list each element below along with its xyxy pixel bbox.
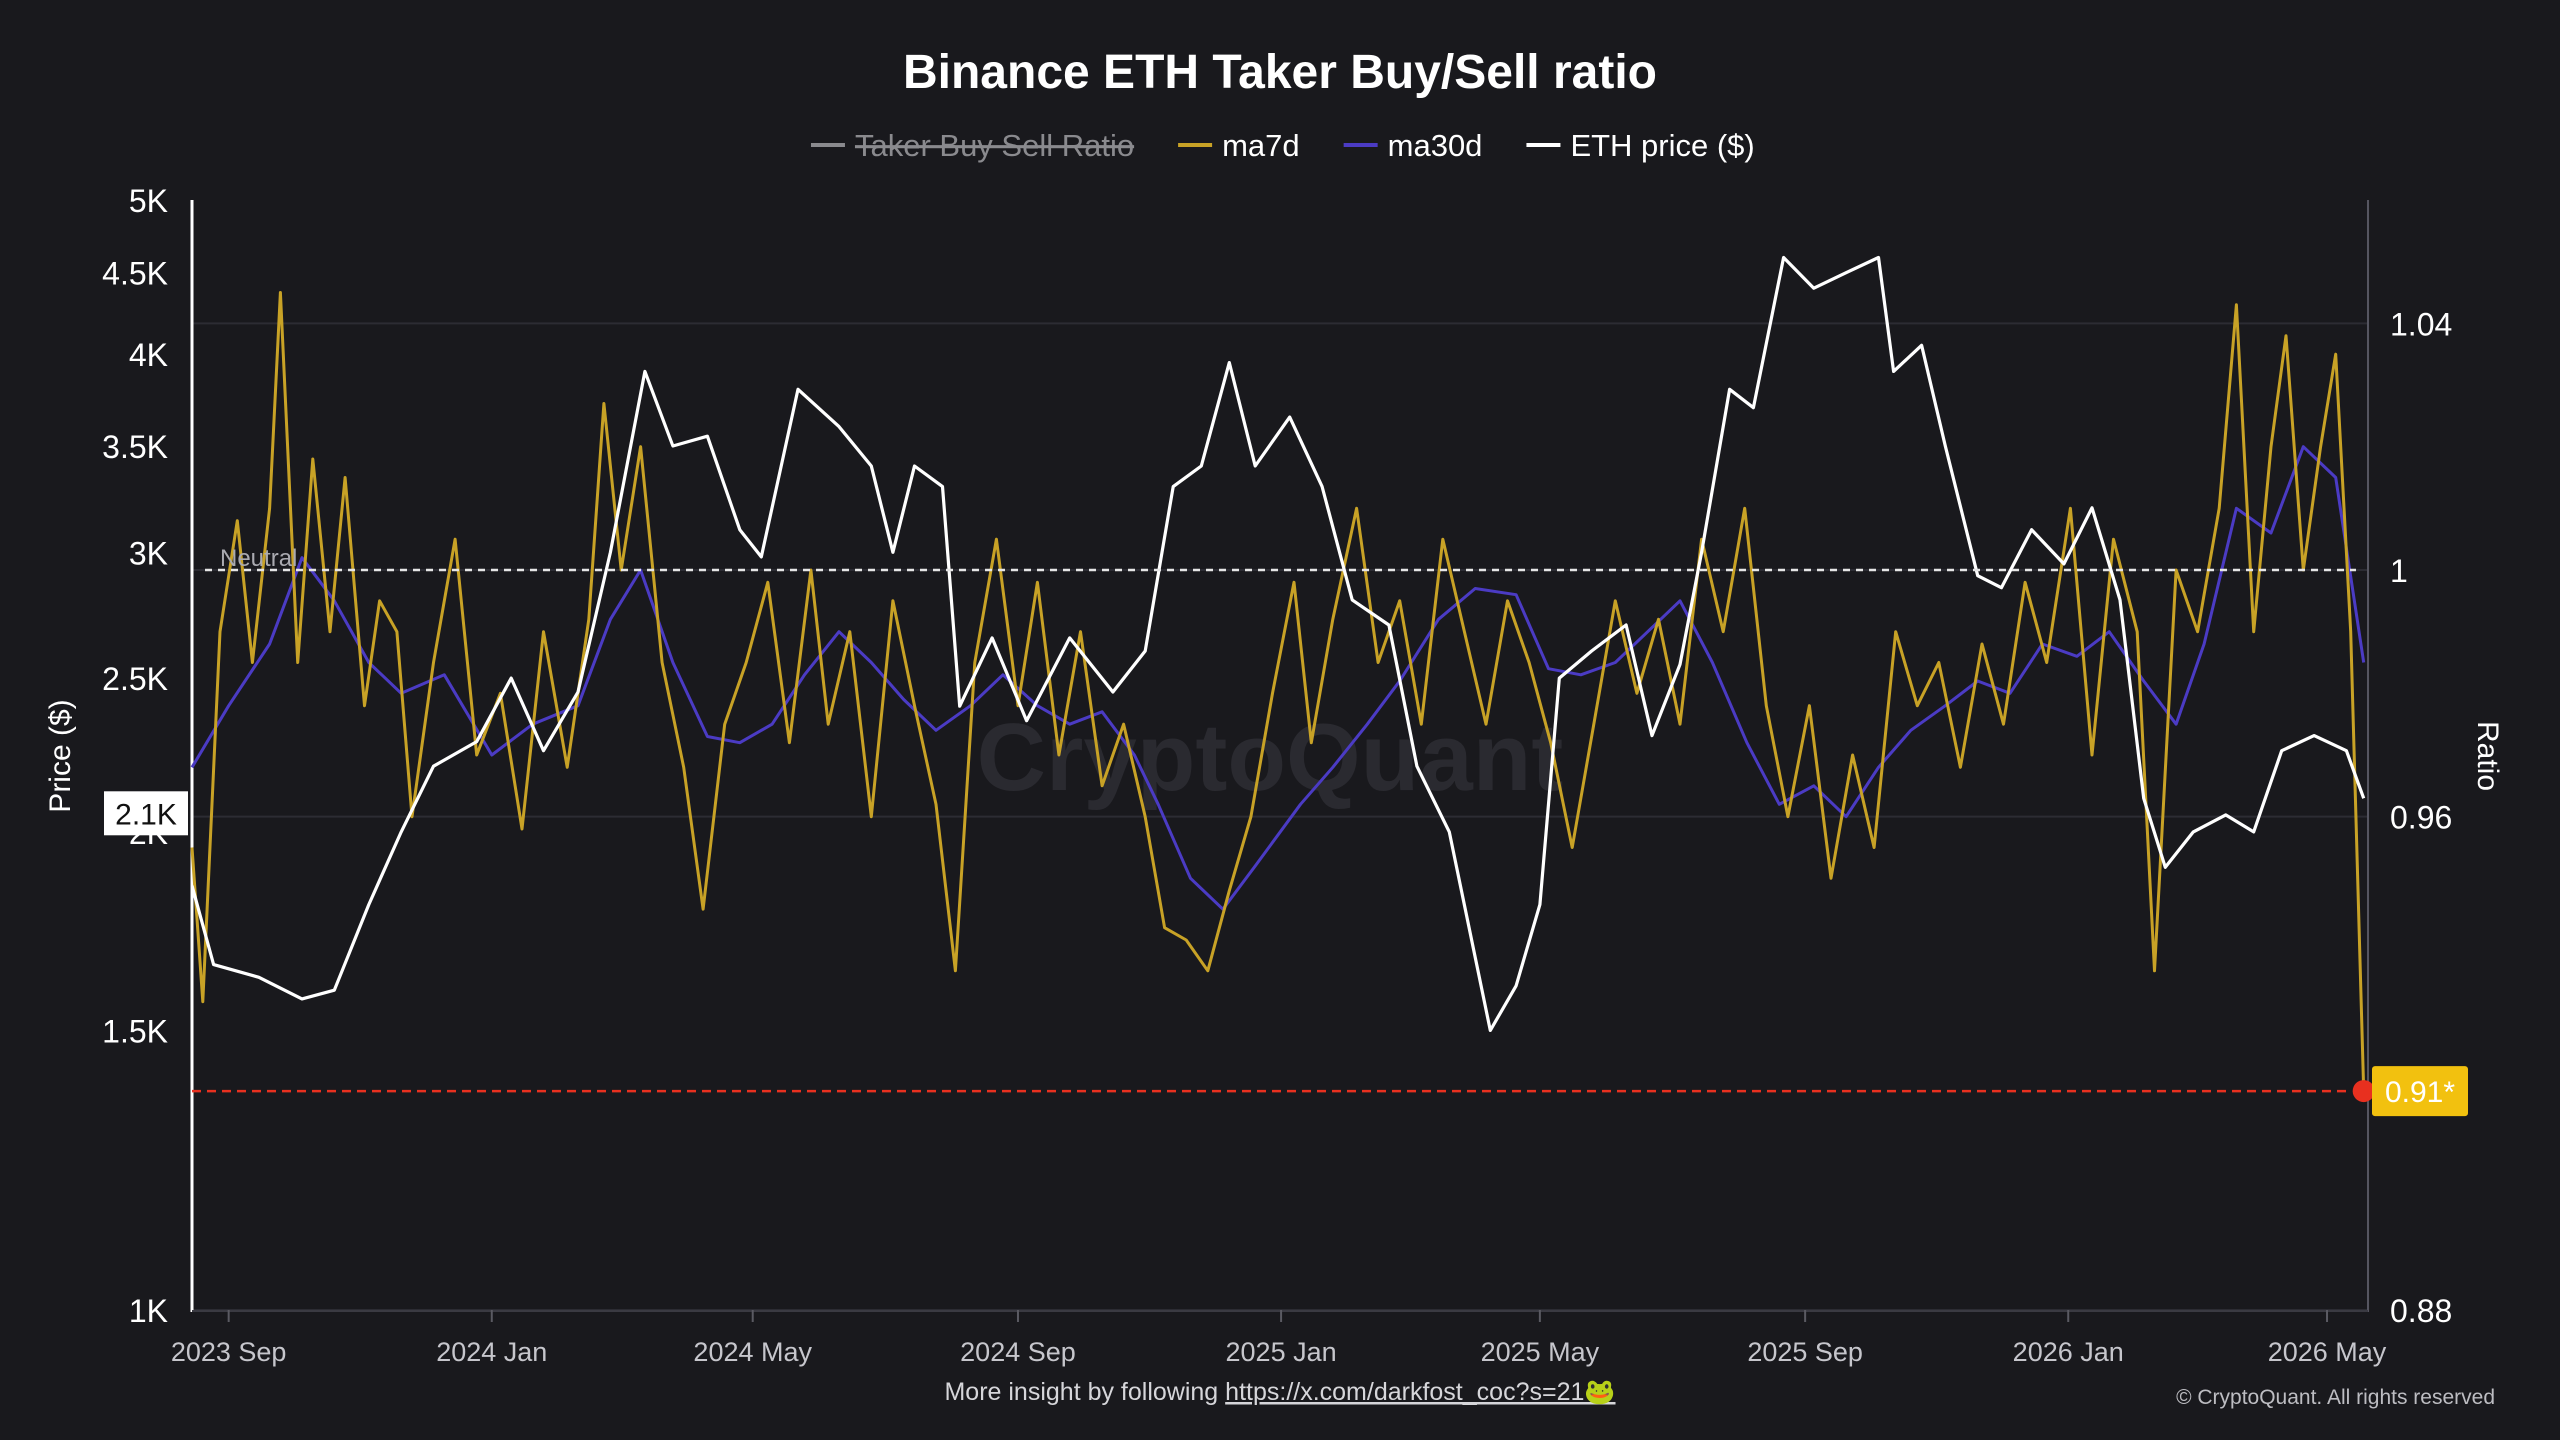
current-ratio-dot: [2352, 1080, 2375, 1103]
series-line-ma7d: [190, 291, 2366, 1092]
copyright: © CryptoQuant. All rights reserved: [2176, 1386, 2495, 1409]
legend: Taker Buy Sell Ratio ma7d ma30d ETH price (…: [810, 128, 1755, 163]
plot-area: [190, 255, 2366, 1092]
right-tick-label: 1.04: [2390, 306, 2452, 342]
right-tick-label: 0.88: [2390, 1293, 2452, 1329]
right-tick-label: 0.96: [2390, 800, 2452, 836]
x-tick-label: 2024 Jan: [436, 1337, 547, 1367]
overlays: Neutral 0.91* 2.1K: [104, 545, 2468, 1117]
footer-link[interactable]: https://x.com/darkfost_coc?s=21🐸: [1225, 1378, 1615, 1406]
right-tick-label: 1: [2390, 553, 2408, 589]
right-axis-title: Ratio: [2471, 721, 2504, 791]
current-ratio-badge: [2372, 1066, 2468, 1117]
x-axis: 2023 Sep 2024 Jan 2024 May 2024 Sep 2025 Jan…: [171, 1310, 2387, 1367]
x-tick-label: 2025 May: [1481, 1337, 1600, 1367]
left-tick-label: 2.5K: [102, 661, 168, 697]
neutral-label: Neutral: [220, 545, 297, 572]
left-tick-label: 1K: [129, 1293, 168, 1329]
x-tick-label: 2026 Jan: [2013, 1337, 2124, 1367]
chart-title: Binance ETH Taker Buy/Sell ratio: [903, 46, 1657, 99]
series-line-ma30d: [190, 445, 2366, 911]
left-tick-label: 4.5K: [102, 256, 168, 292]
x-tick-label: 2026 May: [2268, 1337, 2387, 1367]
x-tick-label: 2025 Sep: [1747, 1337, 1863, 1367]
legend-entry[interactable]: ETH price ($): [1570, 128, 1754, 163]
left-tick-label: 5K: [129, 183, 168, 219]
legend-entry[interactable]: ma30d: [1388, 128, 1483, 163]
current-price-badge: [104, 791, 188, 836]
current-price-label: 2.1K: [115, 798, 177, 831]
left-axis-title: Price ($): [44, 699, 77, 812]
left-tick-label: 3K: [129, 535, 168, 571]
current-ratio-label: 0.91*: [2385, 1076, 2455, 1109]
x-tick-label: 2024 May: [693, 1337, 812, 1367]
x-tick-label: 2023 Sep: [171, 1337, 287, 1367]
left-tick-label: 1.5K: [102, 1013, 168, 1049]
left-tick-label: 4K: [129, 337, 168, 373]
x-tick-label: 2024 Sep: [960, 1337, 1076, 1367]
right-axis: 0.88 0.96 1 1.04: [2367, 200, 2452, 1329]
footer-note: More insight by following https://x.com/…: [944, 1378, 1615, 1406]
footer-prefix: More insight by following: [944, 1378, 1225, 1406]
legend-entry[interactable]: ma7d: [1222, 128, 1300, 163]
left-tick-label: 3.5K: [102, 429, 168, 465]
legend-entry[interactable]: Taker Buy Sell Ratio: [855, 128, 1134, 163]
x-tick-label: 2025 Jan: [1226, 1337, 1337, 1367]
series-line-eth-price: [190, 255, 2366, 1032]
